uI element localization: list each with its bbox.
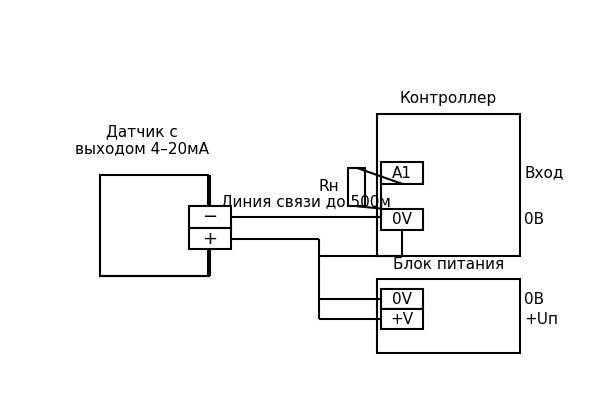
Text: Блок питания: Блок питания (393, 257, 504, 272)
Text: 0В: 0В (524, 292, 545, 307)
Text: A1: A1 (392, 166, 412, 181)
Text: Rн: Rн (318, 179, 339, 195)
Bar (381, 310, 423, 329)
Bar (189, 228, 231, 249)
Text: +: + (202, 230, 217, 247)
Text: 0V: 0V (392, 292, 412, 307)
Text: 0V: 0V (392, 212, 412, 227)
Bar (381, 208, 423, 230)
Text: Контроллер: Контроллер (400, 91, 497, 106)
Bar (381, 162, 423, 184)
Text: 0В: 0В (524, 212, 545, 227)
Text: +V: +V (391, 312, 414, 327)
Text: −: − (202, 208, 217, 226)
Bar (189, 206, 231, 228)
Text: Датчик с
выходом 4–20мА: Датчик с выходом 4–20мА (75, 124, 209, 156)
Bar (377, 279, 520, 353)
Bar (100, 175, 208, 276)
Text: +Uп: +Uп (524, 312, 558, 327)
Bar (348, 168, 365, 206)
Bar (377, 114, 520, 256)
Bar (381, 289, 423, 310)
Text: Линия связи до 500м: Линия связи до 500м (221, 194, 391, 209)
Text: Вход: Вход (524, 166, 564, 181)
